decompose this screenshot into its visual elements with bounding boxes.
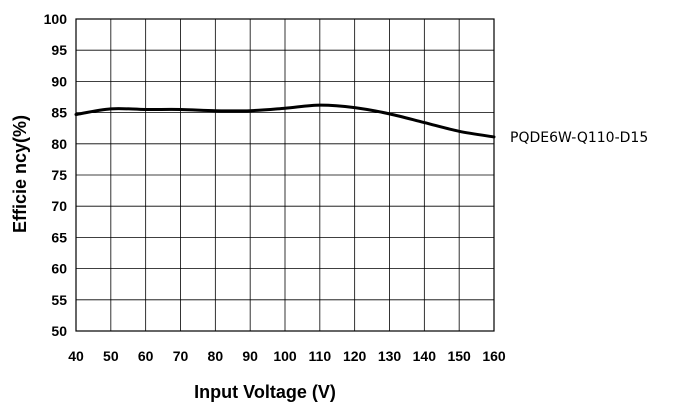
y-tick-label: 75 (51, 167, 67, 183)
x-tick-label: 160 (482, 348, 506, 364)
y-tick-label: 90 (51, 73, 67, 89)
x-tick-label: 40 (68, 348, 84, 364)
y-tick-label: 55 (51, 292, 67, 308)
x-tick-label: 90 (242, 348, 258, 364)
x-tick-label: 80 (208, 348, 224, 364)
x-tick-label: 110 (309, 348, 332, 364)
x-axis-title: Input Voltage (V) (194, 382, 336, 402)
x-tick-label: 60 (138, 348, 154, 364)
x-tick-label: 150 (447, 348, 471, 364)
y-tick-label: 85 (51, 105, 67, 121)
y-tick-label: 95 (51, 42, 67, 58)
x-tick-label: 70 (173, 348, 189, 364)
series-line (74, 103, 496, 139)
x-tick-label: 140 (413, 348, 437, 364)
y-tick-label: 65 (51, 229, 67, 245)
y-axis-title: Efficie ncy(%) (10, 115, 30, 233)
y-axis-tick-labels: 50 55 60 65 70 75 80 85 90 95 100 (44, 11, 68, 339)
x-tick-label: 100 (273, 348, 297, 364)
plot-area-border (75, 18, 495, 332)
series-label: PQDE6W-Q110-D15 (510, 130, 648, 146)
y-tick-label: 80 (51, 136, 67, 152)
series-lines: PQDE6W-Q110-D15 (74, 103, 648, 146)
x-tick-label: 130 (378, 348, 402, 364)
x-axis-tick-labels: 40 50 60 70 80 90 100 110 120 130 140 150 160 (68, 348, 506, 364)
x-tick-label: 50 (103, 348, 119, 364)
y-tick-label: 100 (44, 11, 68, 27)
y-tick-label: 70 (51, 198, 67, 214)
x-tick-label: 120 (343, 348, 367, 364)
y-tick-label: 60 (51, 261, 67, 277)
y-tick-label: 50 (51, 323, 67, 339)
